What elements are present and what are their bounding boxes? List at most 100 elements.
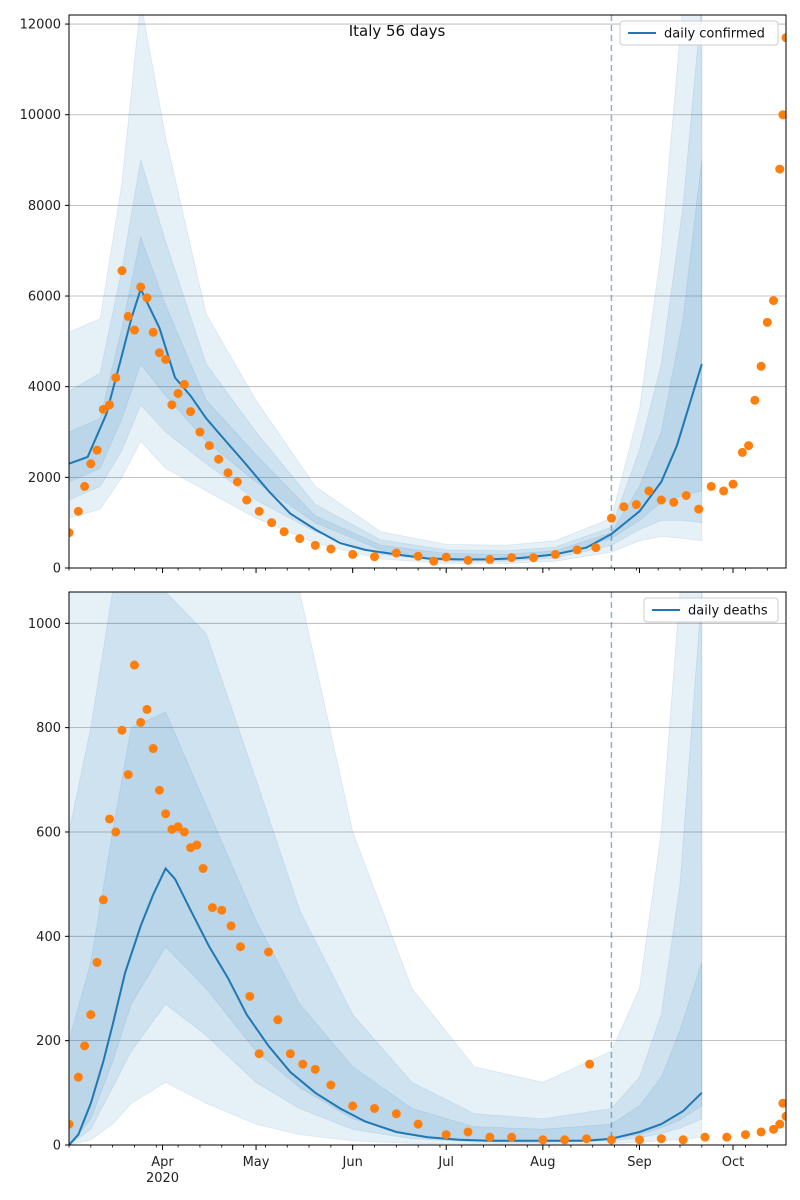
data-point: [73, 1072, 83, 1082]
data-point: [485, 554, 495, 564]
data-point: [254, 506, 264, 516]
data-point: [192, 840, 202, 850]
data-point: [173, 822, 183, 832]
legend-label: daily confirmed: [664, 27, 765, 42]
data-point: [245, 991, 255, 1001]
y-tick-label: 0: [53, 562, 61, 577]
data-point: [737, 447, 747, 457]
data-point: [441, 1130, 451, 1140]
y-tick-label: 800: [36, 721, 61, 736]
data-point: [173, 388, 183, 398]
model-line: [69, 286, 703, 561]
data-point: [656, 495, 666, 505]
data-point: [631, 500, 641, 510]
data-point: [129, 660, 139, 670]
x-tick-label: Sep: [627, 1155, 652, 1170]
y-tick-label: 2000: [28, 471, 61, 486]
data-point: [756, 1127, 766, 1137]
data-point: [722, 1132, 732, 1142]
data-point: [195, 427, 205, 437]
data-point: [694, 504, 704, 514]
data-point: [756, 361, 766, 371]
y-tick-label: 4000: [28, 380, 61, 395]
data-point: [264, 947, 274, 957]
data-point: [778, 110, 786, 120]
data-point: [719, 486, 729, 496]
legend: daily confirmed: [619, 20, 779, 46]
data-point: [154, 785, 164, 795]
data-point: [98, 404, 108, 414]
data-point: [740, 1130, 750, 1140]
data-point: [161, 809, 171, 819]
data-point: [223, 468, 233, 478]
data-point: [429, 556, 439, 566]
data-point: [142, 293, 152, 303]
data-point: [310, 1064, 320, 1074]
uncertainty-band: [69, 592, 703, 1145]
y-tick-label: 10000: [20, 108, 61, 123]
data-point: [254, 1049, 264, 1059]
data-point: [80, 481, 90, 491]
data-point: [507, 553, 517, 563]
data-point: [232, 477, 242, 487]
x-tick-label: Jun: [342, 1155, 363, 1170]
y-tick-label: 600: [36, 825, 61, 840]
legend-label: daily deaths: [688, 604, 768, 619]
data-point: [204, 441, 214, 451]
data-point: [226, 921, 236, 931]
data-point: [214, 454, 224, 464]
data-point: [142, 704, 152, 714]
y-tick-label: 0: [53, 1139, 61, 1154]
y-tick-label: 400: [36, 930, 61, 945]
data-point: [585, 1059, 595, 1069]
data-point: [744, 441, 754, 451]
data-point: [235, 942, 245, 952]
data-point: [326, 1080, 336, 1090]
data-point: [678, 1135, 688, 1145]
uncertainty-band: [69, 15, 703, 564]
data-point: [285, 1049, 295, 1059]
data-point: [413, 1119, 423, 1129]
data-point: [242, 495, 252, 505]
data-point: [92, 445, 102, 455]
data-point: [105, 400, 115, 410]
data-point: [619, 502, 629, 512]
data-point: [581, 1134, 591, 1144]
data-point: [80, 1041, 90, 1051]
data-point: [98, 895, 108, 905]
data-point: [706, 481, 716, 491]
data-point: [326, 544, 336, 554]
data-point: [750, 395, 760, 405]
data-point: [123, 311, 133, 321]
plot-area: [69, 592, 786, 1145]
data-point: [591, 543, 601, 553]
data-point: [298, 1059, 308, 1069]
data-point: [656, 1134, 666, 1144]
data-point: [391, 548, 401, 558]
data-point: [179, 379, 189, 389]
data-point: [310, 540, 320, 550]
x-tick-label: Aug: [530, 1155, 555, 1170]
data-point: [136, 282, 146, 292]
data-point: [413, 551, 423, 561]
data-point: [550, 549, 560, 559]
data-point: [154, 348, 164, 358]
data-point: [267, 518, 277, 528]
data-point: [775, 164, 785, 174]
data-point: [634, 1135, 644, 1145]
data-point: [775, 1119, 785, 1129]
uncertainty-band: [69, 159, 703, 561]
data-point: [123, 770, 133, 780]
data-point: [700, 1132, 710, 1142]
axes-frame: [68, 14, 787, 569]
data-point: [295, 534, 305, 544]
data-point: [528, 553, 538, 563]
data-point: [117, 266, 127, 276]
data-point: [179, 827, 189, 837]
x-tick-year-label: 2020: [146, 1171, 179, 1186]
data-point: [105, 814, 115, 824]
data-point: [370, 552, 380, 562]
data-point: [273, 1015, 283, 1025]
data-point: [111, 373, 121, 383]
